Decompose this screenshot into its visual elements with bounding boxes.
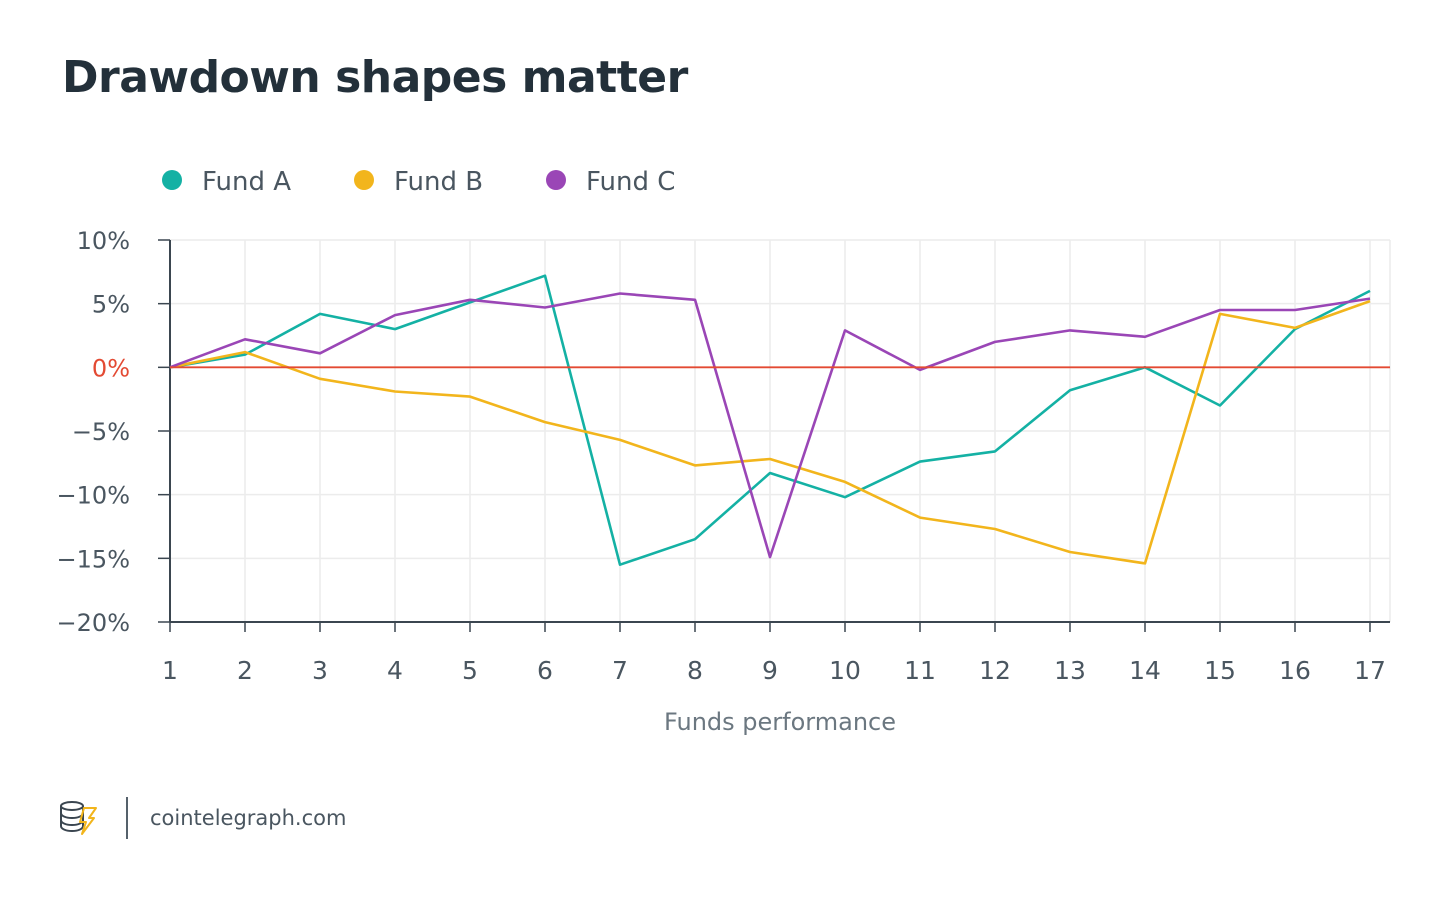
- legend: Fund A Fund B Fund C: [162, 167, 675, 197]
- legend-label: Fund B: [394, 167, 483, 197]
- footer-divider: [126, 797, 128, 839]
- x-axis-label: Funds performance: [664, 708, 896, 736]
- chart-title: Drawdown shapes matter: [62, 52, 688, 103]
- series-line-fund-b: [169, 299, 1371, 565]
- x-tick-label: 16: [1279, 656, 1311, 685]
- y-tick-label: −10%: [57, 482, 130, 510]
- x-tick-label: 8: [687, 656, 703, 685]
- axes: 10%5%0%−5%−10%−15%−20%1 2 3 4 5 6 7 8 9 10 11 12 13 1…: [57, 227, 1390, 685]
- y-tick-label: −20%: [57, 609, 130, 637]
- y-tick-label: −15%: [57, 545, 130, 573]
- x-tick-label: 13: [1054, 656, 1086, 685]
- x-tick-label: 5: [462, 656, 478, 685]
- x-tick-label: 7: [612, 656, 628, 685]
- x-tick-label: 1: [162, 656, 178, 685]
- x-tick-label: 12: [979, 656, 1011, 685]
- x-tick-label: 9: [762, 656, 778, 685]
- x-tick-label: 11: [904, 656, 936, 685]
- y-tick-label: 0%: [92, 354, 130, 382]
- footer-site: cointelegraph.com: [150, 806, 347, 830]
- legend-label: Fund C: [586, 167, 675, 197]
- x-tick-label: 17: [1354, 656, 1386, 685]
- series-line-fund-a: [169, 274, 1371, 567]
- legend-marker: [162, 170, 182, 190]
- x-tick-label: 6: [537, 656, 553, 685]
- x-tick-label: 15: [1204, 656, 1236, 685]
- x-tick-label: 2: [237, 656, 253, 685]
- y-tick-label: 10%: [77, 227, 130, 255]
- series-line-fund-c: [169, 292, 1371, 559]
- legend-label: Fund A: [202, 167, 291, 197]
- y-tick-label: 5%: [92, 291, 130, 319]
- series-lines: [169, 274, 1390, 567]
- legend-marker: [546, 170, 566, 190]
- x-tick-label: 10: [829, 656, 861, 685]
- x-tick-label: 14: [1129, 656, 1161, 685]
- footer: cointelegraph.com: [58, 795, 346, 841]
- grid: [170, 239, 1391, 622]
- x-tick-label: 4: [387, 656, 403, 685]
- y-tick-label: −5%: [72, 418, 130, 446]
- x-tick-label: 3: [312, 656, 328, 685]
- cointelegraph-coin-bolt-icon: [60, 801, 97, 835]
- legend-marker: [354, 170, 374, 190]
